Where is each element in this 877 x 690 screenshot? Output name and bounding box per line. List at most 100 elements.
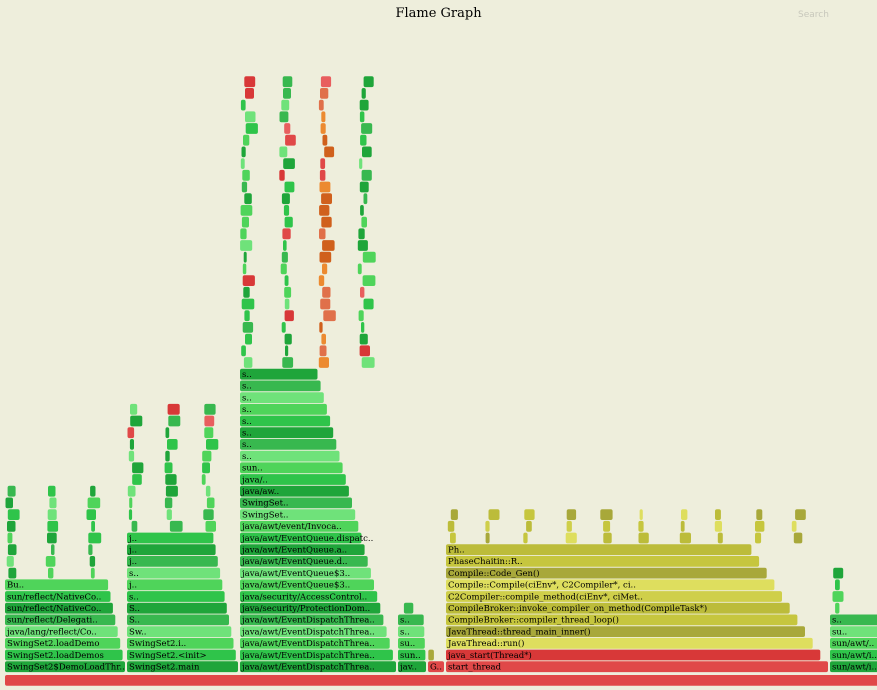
stack-frame[interactable] xyxy=(88,544,93,556)
stack-frame[interactable] xyxy=(832,591,844,602)
stack-frame[interactable] xyxy=(7,485,16,497)
stack-frame[interactable] xyxy=(279,146,288,158)
stack-frame[interactable] xyxy=(360,286,365,298)
stack-frame[interactable]: SwingSet2.main xyxy=(127,661,238,673)
stack-frame[interactable]: java/awt/EventDispatchThrea.. xyxy=(240,649,393,661)
stack-frame[interactable] xyxy=(284,286,292,298)
stack-frame[interactable] xyxy=(524,509,535,520)
stack-frame[interactable]: s.. xyxy=(240,368,318,380)
stack-frame[interactable] xyxy=(279,169,285,181)
stack-frame[interactable] xyxy=(795,509,806,520)
stack-frame[interactable]: s.. xyxy=(127,567,221,579)
stack-frame[interactable]: S.. xyxy=(127,602,227,614)
stack-frame[interactable] xyxy=(680,520,685,532)
stack-frame[interactable] xyxy=(243,357,253,368)
stack-frame[interactable] xyxy=(359,111,365,123)
stack-frame[interactable] xyxy=(243,251,247,263)
stack-frame[interactable]: java/aw.. xyxy=(240,485,349,497)
stack-frame[interactable] xyxy=(283,158,295,169)
stack-frame[interactable] xyxy=(321,333,326,345)
stack-frame[interactable]: G.. xyxy=(428,661,444,673)
stack-frame[interactable] xyxy=(91,520,95,532)
stack-frame[interactable] xyxy=(362,275,376,286)
stack-frame[interactable] xyxy=(127,485,136,497)
stack-frame[interactable] xyxy=(322,240,335,251)
stack-frame[interactable] xyxy=(47,509,57,520)
stack-frame[interactable] xyxy=(323,310,336,322)
stack-frame[interactable] xyxy=(362,251,376,263)
stack-frame[interactable] xyxy=(204,427,214,439)
stack-frame[interactable]: s.. xyxy=(398,614,424,626)
stack-frame[interactable] xyxy=(7,509,20,520)
stack-frame[interactable]: s.. xyxy=(240,439,337,450)
stack-frame[interactable]: start_thread xyxy=(446,661,828,673)
stack-frame[interactable] xyxy=(319,345,327,357)
stack-frame[interactable] xyxy=(360,134,367,146)
stack-frame[interactable] xyxy=(240,158,245,169)
stack-frame[interactable]: CompileBroker::invoke_compiler_on_method… xyxy=(446,602,790,614)
stack-frame[interactable] xyxy=(358,310,364,322)
stack-frame[interactable]: sun.. xyxy=(240,462,343,474)
stack-frame[interactable]: j.. xyxy=(127,544,216,556)
stack-frame[interactable] xyxy=(284,333,292,345)
stack-frame[interactable] xyxy=(638,520,644,532)
stack-frame[interactable] xyxy=(639,509,643,520)
stack-frame[interactable]: Compile::Compile(ciEnv*, C2Compiler*, ci… xyxy=(446,579,775,591)
stack-frame[interactable] xyxy=(283,205,290,216)
stack-frame[interactable] xyxy=(90,485,96,497)
stack-frame[interactable] xyxy=(243,286,250,298)
stack-frame[interactable]: PhaseChaitin::R.. xyxy=(446,556,760,567)
stack-frame[interactable]: sun/awt/i.. xyxy=(830,661,877,673)
stack-frame[interactable] xyxy=(7,544,17,556)
stack-frame[interactable] xyxy=(5,497,14,509)
stack-frame[interactable] xyxy=(202,462,210,474)
stack-frame[interactable]: s.. xyxy=(240,415,331,427)
stack-frame[interactable] xyxy=(204,403,216,415)
stack-frame[interactable] xyxy=(202,450,212,462)
stack-frame[interactable] xyxy=(319,205,330,216)
stack-frame[interactable] xyxy=(681,509,688,520)
stack-frame[interactable] xyxy=(130,403,138,415)
stack-frame[interactable]: java/awt/event/Invoca.. xyxy=(240,520,359,532)
stack-frame[interactable]: java/.. xyxy=(240,474,346,485)
stack-frame[interactable] xyxy=(244,76,256,88)
stack-frame[interactable]: Bu.. xyxy=(5,579,109,591)
stack-frame[interactable] xyxy=(320,298,331,310)
stack-frame[interactable] xyxy=(244,310,250,322)
stack-frame[interactable]: java/security/AccessControl.. xyxy=(240,591,378,602)
stack-frame[interactable] xyxy=(281,251,288,263)
stack-frame[interactable] xyxy=(282,357,294,368)
stack-frame[interactable] xyxy=(203,509,214,520)
stack-frame[interactable] xyxy=(49,497,57,509)
stack-frame[interactable] xyxy=(285,345,289,357)
stack-frame[interactable] xyxy=(603,520,611,532)
stack-frame[interactable] xyxy=(526,520,532,532)
stack-frame[interactable] xyxy=(363,76,374,88)
stack-frame[interactable] xyxy=(165,450,170,462)
stack-frame[interactable]: j.. xyxy=(127,579,223,591)
stack-frame[interactable] xyxy=(205,485,211,497)
stack-frame[interactable]: java/awt/EventDispatchThrea.. xyxy=(240,661,396,673)
stack-frame[interactable]: su.. xyxy=(398,637,425,649)
stack-frame[interactable] xyxy=(714,520,722,532)
search-button[interactable]: Search xyxy=(798,10,829,20)
stack-frame[interactable] xyxy=(7,520,16,532)
stack-frame[interactable] xyxy=(755,532,762,544)
stack-frame[interactable]: SwingSet2.i.. xyxy=(127,637,234,649)
stack-frame[interactable] xyxy=(284,181,295,193)
stack-frame[interactable] xyxy=(128,450,135,462)
stack-frame[interactable] xyxy=(793,532,803,544)
stack-frame[interactable] xyxy=(47,532,57,544)
stack-frame[interactable] xyxy=(245,123,258,134)
stack-frame[interactable]: java/awt/EventQueue$3.. xyxy=(240,579,374,591)
stack-frame[interactable]: sun/reflect/NativeCo.. xyxy=(5,602,113,614)
stack-frame[interactable] xyxy=(169,520,183,532)
stack-frame[interactable] xyxy=(281,193,290,205)
stack-frame[interactable] xyxy=(600,509,613,520)
stack-frame[interactable] xyxy=(241,146,246,158)
stack-frame[interactable]: s.. xyxy=(240,392,324,403)
stack-frame[interactable] xyxy=(48,567,54,579)
stack-frame[interactable] xyxy=(47,520,59,532)
stack-frame[interactable]: SwingSet2.<init> xyxy=(127,649,236,661)
stack-frame[interactable] xyxy=(357,263,362,275)
